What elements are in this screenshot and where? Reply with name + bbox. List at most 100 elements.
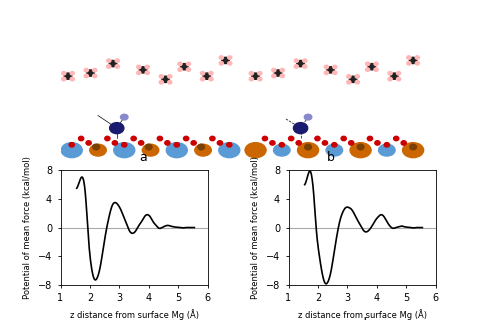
Ellipse shape [304, 114, 312, 120]
Circle shape [159, 75, 163, 78]
Circle shape [407, 61, 411, 65]
Circle shape [162, 76, 169, 83]
Circle shape [84, 68, 88, 72]
Circle shape [393, 136, 399, 141]
Circle shape [139, 67, 147, 73]
Y-axis label: Potential of mean force (kcal/mol): Potential of mean force (kcal/mol) [23, 156, 32, 299]
Circle shape [93, 144, 100, 150]
Circle shape [217, 141, 223, 145]
Circle shape [136, 65, 141, 69]
Circle shape [348, 141, 354, 145]
Circle shape [168, 81, 172, 84]
Ellipse shape [245, 143, 266, 158]
Text: b: b [327, 151, 334, 164]
Circle shape [410, 144, 416, 150]
Circle shape [374, 62, 378, 66]
Circle shape [210, 136, 215, 141]
Circle shape [200, 77, 205, 81]
Circle shape [365, 62, 370, 66]
Circle shape [78, 136, 84, 141]
Circle shape [355, 75, 360, 78]
Circle shape [181, 64, 188, 70]
Ellipse shape [273, 144, 290, 156]
Circle shape [303, 65, 307, 68]
Circle shape [349, 76, 357, 83]
Circle shape [138, 141, 144, 145]
Ellipse shape [142, 144, 159, 156]
Circle shape [115, 65, 120, 68]
Circle shape [368, 64, 376, 70]
Circle shape [324, 65, 328, 69]
Ellipse shape [326, 144, 343, 156]
Circle shape [355, 81, 360, 84]
Circle shape [272, 68, 276, 72]
Ellipse shape [293, 123, 308, 134]
Circle shape [272, 74, 276, 78]
Circle shape [341, 136, 347, 141]
Circle shape [347, 75, 351, 78]
Circle shape [297, 60, 304, 67]
Circle shape [315, 136, 320, 141]
Circle shape [347, 81, 351, 84]
Circle shape [203, 73, 211, 79]
Ellipse shape [121, 114, 128, 120]
Circle shape [324, 71, 328, 75]
Circle shape [106, 65, 111, 68]
Circle shape [112, 141, 118, 145]
Circle shape [249, 77, 253, 81]
Circle shape [70, 77, 75, 81]
Circle shape [136, 71, 141, 75]
Circle shape [191, 141, 197, 145]
Circle shape [415, 61, 420, 65]
Circle shape [61, 72, 66, 75]
Ellipse shape [350, 143, 371, 158]
Text: d: d [358, 317, 366, 320]
Ellipse shape [110, 123, 124, 134]
Circle shape [322, 141, 328, 145]
Circle shape [222, 57, 229, 64]
Ellipse shape [403, 143, 424, 158]
Circle shape [274, 70, 282, 76]
Ellipse shape [378, 144, 395, 156]
Circle shape [198, 144, 205, 150]
Circle shape [84, 74, 88, 78]
Circle shape [374, 68, 378, 71]
Circle shape [396, 72, 401, 75]
Circle shape [200, 72, 205, 75]
Circle shape [367, 136, 373, 141]
Circle shape [70, 72, 75, 75]
Circle shape [109, 60, 117, 67]
Circle shape [327, 67, 334, 73]
Circle shape [401, 141, 407, 145]
Circle shape [227, 143, 232, 147]
Circle shape [270, 141, 275, 145]
Circle shape [357, 144, 364, 150]
Circle shape [333, 71, 337, 75]
Circle shape [159, 81, 163, 84]
Circle shape [296, 141, 302, 145]
Circle shape [186, 62, 191, 66]
Circle shape [121, 143, 127, 147]
Circle shape [415, 56, 420, 59]
Circle shape [145, 65, 150, 69]
Circle shape [288, 136, 294, 141]
Circle shape [219, 56, 223, 59]
Ellipse shape [298, 143, 318, 158]
Circle shape [145, 71, 150, 75]
Circle shape [388, 72, 392, 75]
Circle shape [252, 73, 259, 79]
Circle shape [258, 72, 262, 75]
Circle shape [280, 68, 285, 72]
Circle shape [294, 65, 298, 68]
Circle shape [384, 143, 390, 147]
Circle shape [165, 141, 170, 145]
Circle shape [305, 144, 311, 150]
Circle shape [106, 59, 111, 62]
Circle shape [409, 57, 417, 64]
Circle shape [93, 74, 97, 78]
Text: a: a [139, 151, 147, 164]
Circle shape [280, 74, 285, 78]
Circle shape [168, 75, 172, 78]
Ellipse shape [114, 143, 135, 158]
Circle shape [258, 77, 262, 81]
